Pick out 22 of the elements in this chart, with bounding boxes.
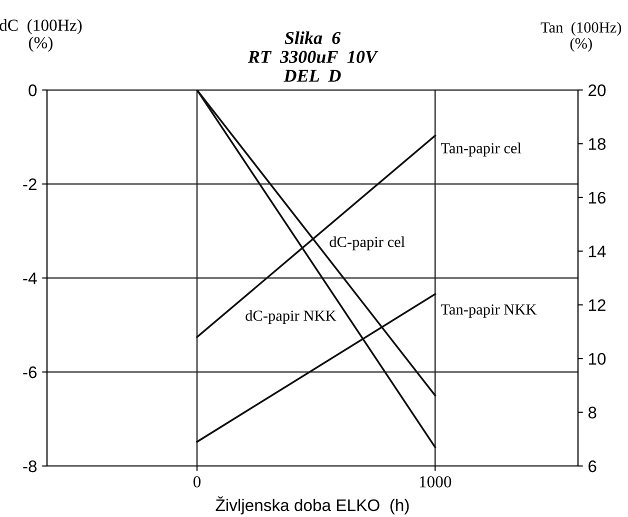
x-axis-title: Življenska doba ELKO (h)	[216, 496, 409, 514]
y2-axis-title: Tan (100Hz) (%)	[540, 22, 622, 52]
x-tick-label: 1000	[420, 476, 452, 488]
y-tick-label: -4	[23, 272, 37, 284]
y-tick-label: -6	[23, 366, 37, 378]
y2-tick-label: 18	[588, 138, 606, 150]
y2-tick-label: 6	[588, 460, 596, 472]
series-label: dC-papir NKK	[246, 310, 336, 324]
y2-tick-label: 8	[588, 406, 596, 418]
y2-tick-label: 16	[588, 192, 606, 204]
y2-tick-label: 12	[588, 299, 606, 311]
y2-tick-label: 14	[588, 246, 606, 258]
y-axis-title: dC (100Hz) (%)	[0, 19, 82, 52]
series-label: Tan-papir cel	[440, 142, 522, 156]
y-tick-label: -2	[23, 178, 36, 190]
y2-tick-label: 10	[588, 352, 606, 365]
chart-title: Slika 6 RT 3300uF 10V DEL D	[248, 31, 378, 82]
y-tick-label: -8	[23, 460, 37, 472]
series-label: dC-papir cel	[330, 236, 405, 250]
y2-tick-label: 20	[588, 84, 606, 96]
series-label: Tan-papir NKK	[440, 304, 537, 318]
y-tick-label: 0	[28, 84, 37, 96]
